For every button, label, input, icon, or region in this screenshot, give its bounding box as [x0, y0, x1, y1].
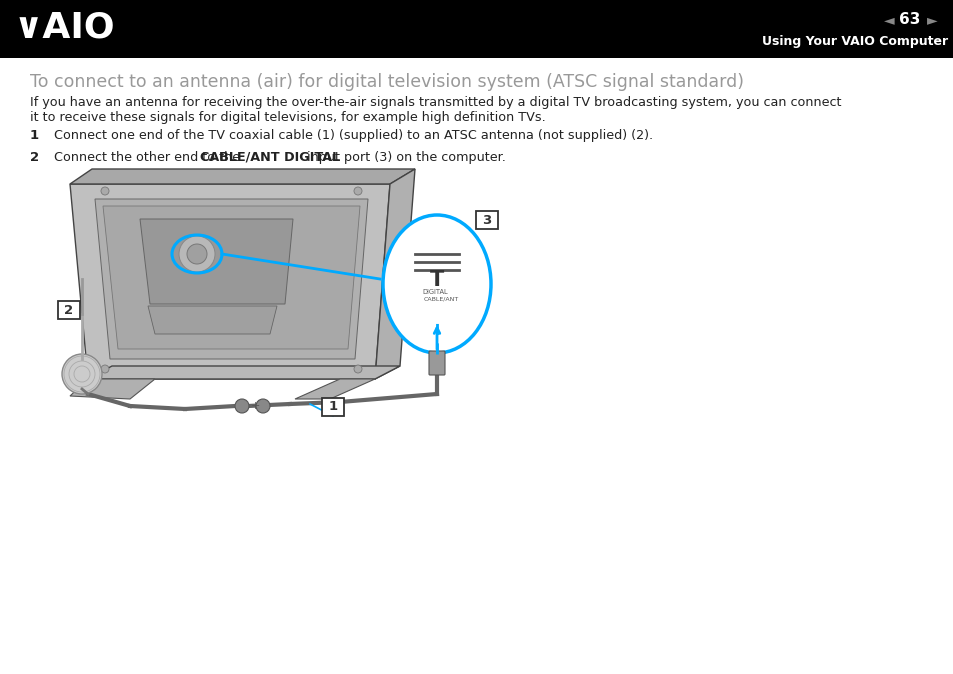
Circle shape — [255, 399, 270, 413]
Circle shape — [62, 354, 102, 394]
Text: 63: 63 — [899, 13, 920, 28]
Text: If you have an antenna for receiving the over-the-air signals transmitted by a d: If you have an antenna for receiving the… — [30, 96, 841, 109]
Text: CABLE/ANT DIGITAL: CABLE/ANT DIGITAL — [200, 151, 340, 164]
Polygon shape — [70, 169, 415, 184]
Text: Connect the other end to the: Connect the other end to the — [54, 151, 244, 164]
Text: input port (3) on the computer.: input port (3) on the computer. — [303, 151, 506, 164]
Text: Using Your VAIO Computer: Using Your VAIO Computer — [761, 36, 947, 49]
Polygon shape — [88, 366, 399, 379]
Polygon shape — [70, 184, 390, 379]
Polygon shape — [148, 306, 276, 334]
Bar — [322, 398, 344, 416]
Ellipse shape — [382, 215, 491, 353]
Polygon shape — [375, 169, 415, 379]
Polygon shape — [294, 379, 375, 399]
Text: 3: 3 — [482, 214, 491, 226]
Text: DIGITAL: DIGITAL — [422, 289, 447, 295]
Circle shape — [234, 399, 249, 413]
Text: CABLE/ANT: CABLE/ANT — [423, 297, 458, 301]
Text: Connect one end of the TV coaxial cable (1) (supplied) to an ATSC antenna (not s: Connect one end of the TV coaxial cable … — [54, 129, 653, 142]
Polygon shape — [70, 379, 154, 399]
Text: ∨AIO: ∨AIO — [14, 10, 115, 44]
Text: To connect to an antenna (air) for digital television system (ATSC signal standa: To connect to an antenna (air) for digit… — [30, 73, 743, 91]
Bar — [476, 211, 497, 229]
Text: ◄: ◄ — [883, 13, 894, 27]
Text: 1: 1 — [328, 400, 337, 414]
Text: 2: 2 — [30, 151, 39, 164]
Bar — [0, 0, 953, 58]
Polygon shape — [103, 206, 359, 349]
Circle shape — [101, 187, 109, 195]
Circle shape — [354, 365, 361, 373]
Polygon shape — [140, 219, 293, 304]
Circle shape — [101, 365, 109, 373]
Text: T: T — [430, 270, 444, 290]
FancyBboxPatch shape — [429, 351, 444, 375]
Polygon shape — [95, 199, 368, 359]
Circle shape — [179, 236, 214, 272]
Circle shape — [354, 187, 361, 195]
Text: ►: ► — [926, 13, 937, 27]
Text: 2: 2 — [65, 303, 73, 317]
Text: 1: 1 — [30, 129, 39, 142]
Text: it to receive these signals for digital televisions, for example high definition: it to receive these signals for digital … — [30, 111, 545, 124]
Text: +: + — [251, 401, 260, 411]
Circle shape — [187, 244, 207, 264]
Bar — [58, 301, 80, 319]
